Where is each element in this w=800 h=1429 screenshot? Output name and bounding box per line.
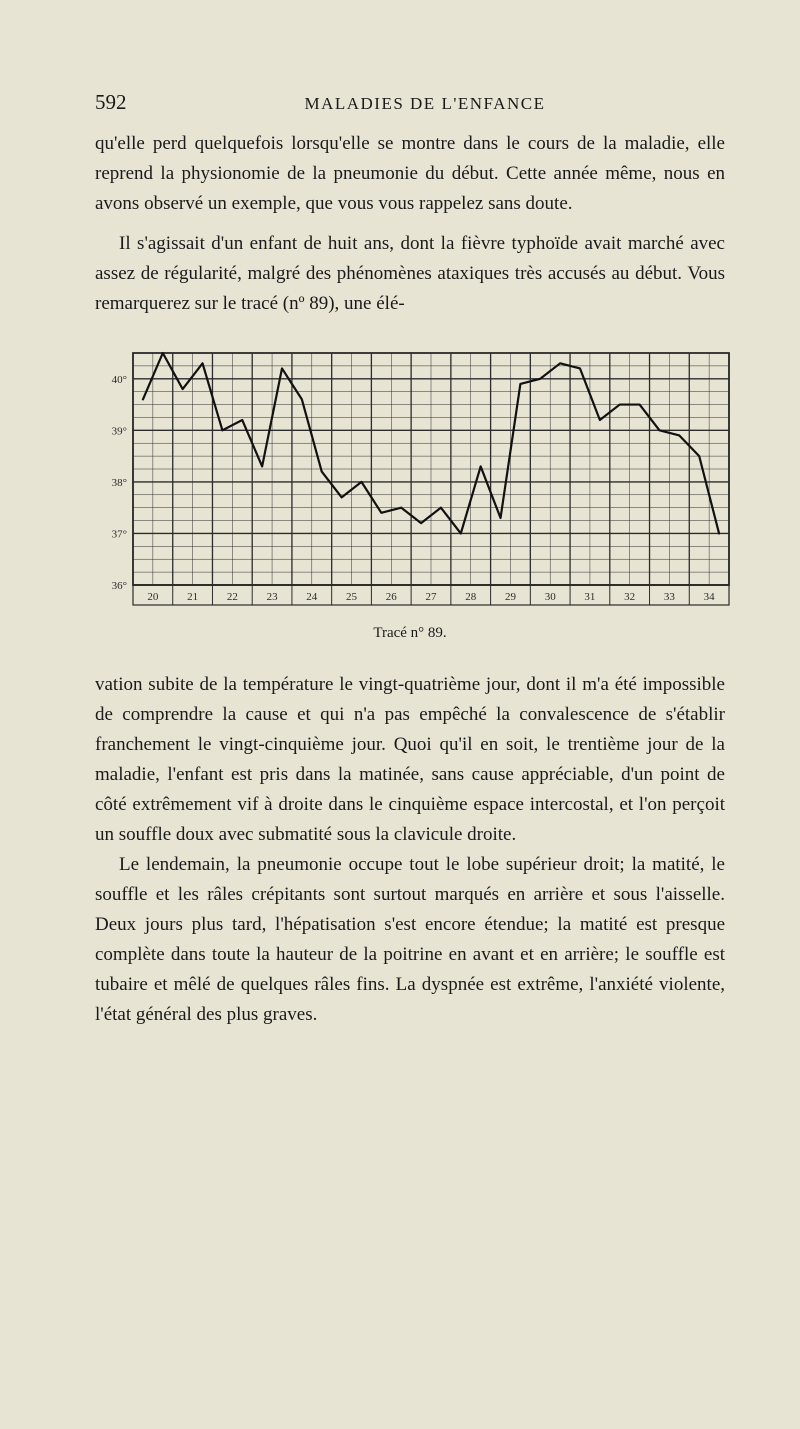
svg-text:37°: 37° — [112, 529, 127, 541]
svg-text:39°: 39° — [112, 425, 127, 437]
svg-text:32: 32 — [624, 591, 635, 603]
temperature-chart: 40° 39° 38° 37° 36° 20 21 22 23 24 25 26 27 28 29 30 31 3… — [95, 347, 735, 607]
temperature-chart-svg: 40° 39° 38° 37° 36° 20 21 22 23 24 25 26 27 28 29 30 31 3… — [95, 347, 735, 607]
svg-text:28: 28 — [465, 591, 477, 603]
svg-text:22: 22 — [227, 591, 238, 603]
svg-text:23: 23 — [267, 591, 279, 603]
svg-text:36°: 36° — [112, 580, 127, 592]
paragraph-1: qu'elle perd quelquefois lorsqu'elle se … — [95, 129, 725, 219]
svg-text:38°: 38° — [112, 477, 127, 489]
svg-text:20: 20 — [147, 591, 159, 603]
svg-text:40°: 40° — [112, 374, 127, 386]
running-head: MALADIES DE L'ENFANCE — [125, 94, 725, 114]
svg-text:27: 27 — [426, 591, 438, 603]
svg-text:24: 24 — [306, 591, 318, 603]
chart-caption: Tracé n° 89. — [95, 625, 725, 642]
paragraph-3: vation subite de la température le vingt… — [95, 670, 725, 850]
svg-text:21: 21 — [187, 591, 198, 603]
svg-text:29: 29 — [505, 591, 517, 603]
paragraph-2: Il s'agissait d'un enfant de huit ans, d… — [95, 229, 725, 319]
svg-text:34: 34 — [704, 591, 716, 603]
svg-text:30: 30 — [545, 591, 557, 603]
svg-text:26: 26 — [386, 591, 398, 603]
svg-text:31: 31 — [584, 591, 595, 603]
svg-text:33: 33 — [664, 591, 676, 603]
paragraph-4: Le lendemain, la pneumonie occupe tout l… — [95, 850, 725, 1030]
svg-text:25: 25 — [346, 591, 358, 603]
